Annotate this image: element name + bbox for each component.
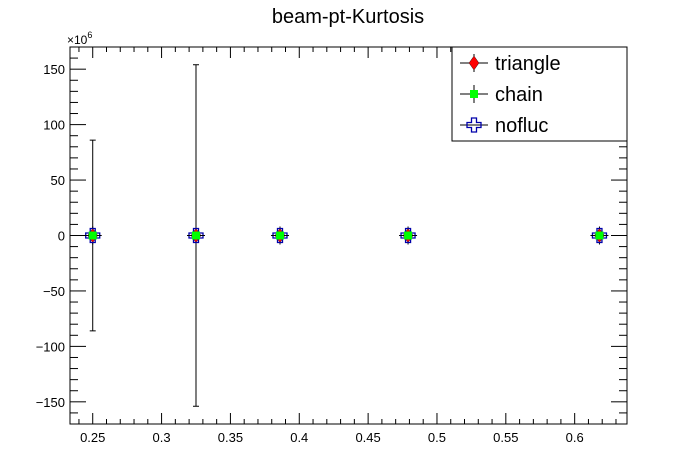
y-tick-label: 0 — [58, 229, 65, 244]
markers-group — [83, 226, 609, 245]
x-tick-label: 0.5 — [428, 430, 446, 445]
x-tick-label: 0.4 — [290, 430, 308, 445]
legend-label-chain: chain — [495, 84, 543, 106]
y-tick-label: −50 — [43, 284, 65, 299]
x-tick-label: 0.55 — [493, 430, 518, 445]
x-tick-label: 0.45 — [355, 430, 380, 445]
error-bars-group — [89, 64, 199, 407]
y-tick-label: 150 — [43, 62, 65, 77]
legend-triangle-marker — [468, 55, 480, 71]
y-axis-multiplier: ×106 — [67, 30, 92, 47]
x-tick-label: 0.6 — [566, 430, 584, 445]
legend-label-nofluc: nofluc — [495, 115, 548, 137]
legend-chain-marker — [470, 90, 478, 98]
chain-marker — [88, 231, 97, 240]
x-tick-label: 0.35 — [218, 430, 243, 445]
axes-group: 0.25 0.3 0.35 0.4 0.45 0.5 0.55 0.6 −150 −100 −50 0… — [36, 46, 627, 445]
chain-marker — [191, 231, 200, 240]
legend-nofluc-marker — [466, 117, 482, 133]
y-multiplier-base: ×10 — [67, 33, 88, 47]
x-tick-label: 0.3 — [153, 430, 171, 445]
chain-marker — [595, 231, 604, 240]
y-tick-label: −100 — [36, 339, 65, 354]
y-multiplier-exponent: 6 — [87, 30, 92, 40]
chart-title: beam-pt-Kurtosis — [272, 6, 424, 28]
chain-marker — [275, 231, 284, 240]
y-tick-label: 50 — [51, 173, 65, 188]
y-tick-label: 100 — [43, 118, 65, 133]
chain-marker — [404, 231, 413, 240]
x-tick-label: 0.25 — [80, 430, 105, 445]
legend: triangle chain nofluc — [451, 46, 628, 142]
y-tick-label: −150 — [36, 395, 65, 410]
legend-label-triangle: triangle — [495, 53, 561, 75]
